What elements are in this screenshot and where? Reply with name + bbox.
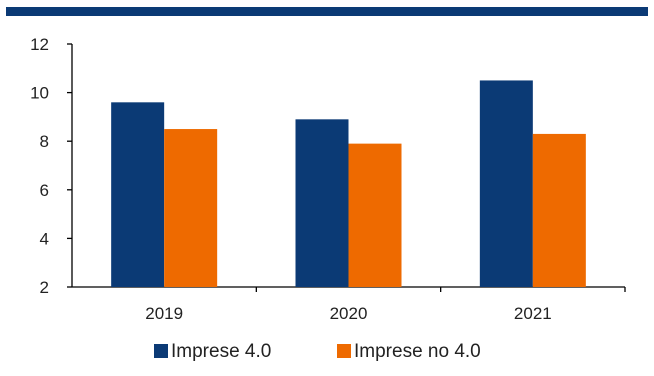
bar-imprese-4-0-2021 bbox=[479, 80, 533, 287]
legend-label: Imprese 4.0 bbox=[171, 341, 271, 362]
bar-imprese-no-4-0-2020 bbox=[348, 143, 402, 287]
y-tick-label: 6 bbox=[40, 181, 49, 200]
legend: Imprese 4.0 Imprese no 4.0 bbox=[154, 341, 481, 362]
bar-imprese-no-4-0-2021 bbox=[532, 133, 586, 287]
x-tick-label: 2021 bbox=[514, 304, 552, 323]
legend-swatch bbox=[154, 344, 168, 358]
header-rule bbox=[6, 7, 648, 16]
y-tick-label: 2 bbox=[40, 278, 49, 297]
bar-imprese-no-4-0-2019 bbox=[164, 129, 218, 287]
plot-area: 2 4 6 8 10 12 2019 2020 2021 bbox=[30, 35, 626, 323]
y-tick-label: 12 bbox=[30, 35, 49, 54]
legend-swatch bbox=[337, 344, 351, 358]
x-tick-label: 2019 bbox=[145, 304, 183, 323]
bar-imprese-4-0-2019 bbox=[111, 102, 165, 287]
y-tick-label: 8 bbox=[40, 132, 49, 151]
x-tick-label: 2020 bbox=[330, 304, 368, 323]
bar-imprese-4-0-2020 bbox=[295, 119, 349, 287]
legend-label: Imprese no 4.0 bbox=[354, 341, 481, 362]
y-tick-label: 10 bbox=[30, 84, 49, 103]
y-tick-label: 4 bbox=[40, 229, 49, 248]
